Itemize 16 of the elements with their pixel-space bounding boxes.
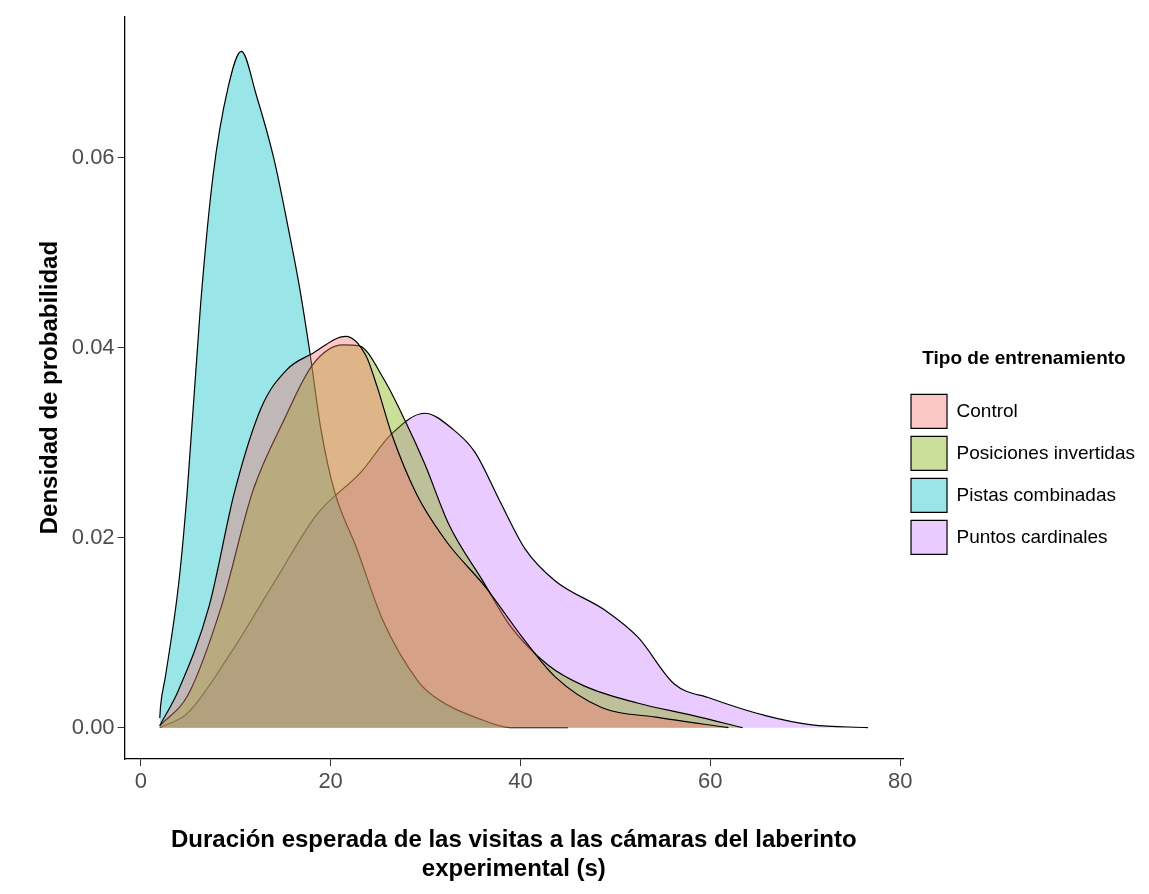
y-tick-label: 0.04 xyxy=(71,333,115,359)
x-axis-title: Duración esperada de las visitas a las cámaras del laberinto experimental (s) xyxy=(170,825,857,882)
y-tick-label: 0.02 xyxy=(71,523,115,549)
legend-label: Pistas combinadas xyxy=(956,483,1116,505)
x-tick-label: 0 xyxy=(134,768,147,794)
y-tick-label: 0.06 xyxy=(71,143,115,169)
legend-label: Control xyxy=(956,399,1018,421)
legend-title: Tipo de entrenamiento xyxy=(922,347,1126,369)
x-tick-label: 80 xyxy=(887,768,913,794)
x-tick-label: 60 xyxy=(698,768,723,794)
y-axis-title: Densidad de probabilidad xyxy=(35,240,63,535)
legend-label: Puntos cardinales xyxy=(956,525,1108,547)
x-tick-label: 20 xyxy=(318,768,343,794)
y-tick-label: 0.00 xyxy=(71,713,115,739)
x-tick-label: 40 xyxy=(508,768,533,794)
legend-label: Posiciones invertidas xyxy=(956,441,1136,463)
